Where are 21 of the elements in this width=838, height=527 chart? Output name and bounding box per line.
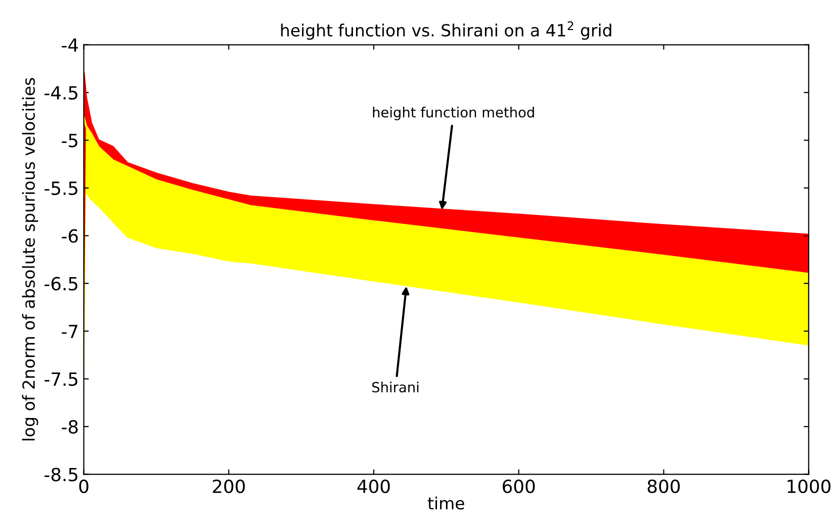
y-tick-label: -4.5: [44, 86, 78, 100]
annotation: Shirani: [372, 382, 418, 392]
x-tick-label: 1000: [788, 479, 830, 494]
x-axis-title: time: [428, 496, 464, 510]
x-tick-label: 600: [502, 479, 535, 494]
y-tick-label: -6.5: [44, 276, 78, 291]
x-tick-label: 400: [357, 479, 390, 494]
annotation: height function method: [373, 106, 534, 120]
chart-title: height function vs. Shirani on a 41$^{2}$ grid: [281, 21, 612, 40]
y-tick-label: -8: [62, 420, 78, 434]
x-tick-label: 0: [79, 479, 88, 494]
y-tick-label: -8.5: [44, 468, 78, 482]
y-tick-label: -5.5: [44, 182, 78, 196]
y-tick-label: -7: [62, 324, 78, 338]
y-axis-title: log of 2norm of absolute spurious velocities: [22, 78, 38, 440]
x-tick-label: 200: [212, 479, 245, 494]
x-tick-label: 800: [648, 479, 680, 494]
y-tick-label: -7.5: [44, 372, 78, 386]
y-tick-label: -6: [62, 229, 78, 243]
y-tick-label: -5: [62, 134, 78, 148]
y-tick-label: -4: [62, 38, 78, 52]
